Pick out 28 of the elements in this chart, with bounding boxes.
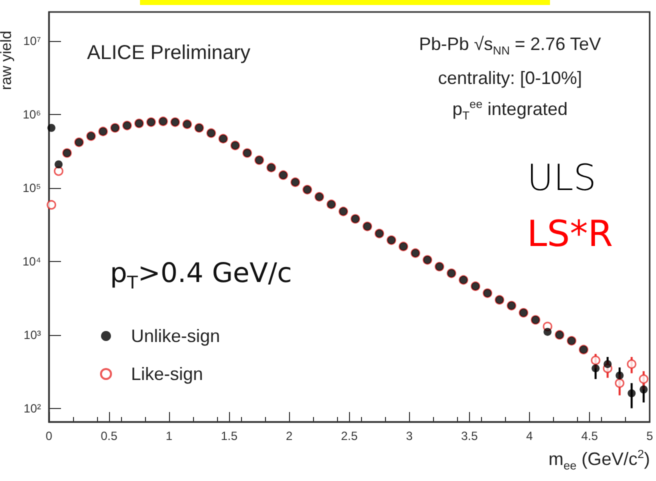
annotation: centrality: [0-10%] [436,68,584,89]
x-tick-label: 0 [46,429,53,443]
x-axis-title: m$_{ee}$ (GeV/c$^{2}$) [548,448,650,473]
y-axis-title: raw yield [0,30,15,90]
annotation: ALICE Preliminary [87,42,250,65]
y-tick-label: 10⁴ [22,254,41,268]
x-tick-label: 3 [406,429,414,443]
x-tick-label: 1.5 [220,429,238,443]
annotation: p$_{T}$$^{ee}$ integrated [451,98,569,123]
legend-label: Unlike-sign [131,326,220,346]
x-tick-label: 2.5 [340,429,358,443]
x-tick-label: 3.5 [461,429,478,443]
x-tick-label: 2 [286,429,293,443]
x-tick-label: 4.5 [581,429,598,443]
x-tick-label: 5 [646,429,654,443]
y-tick-label: 10³ [24,328,42,342]
annotation: p$_{T}$>0.4 GeV/c [110,258,292,294]
x-tick-label: 0.5 [100,429,118,443]
annotation: LS*R [527,214,613,255]
legend-label: Like-sign [131,364,204,384]
y-tick-label: 10⁵ [22,181,42,196]
y-tick-label: 10⁷ [23,34,41,48]
y-tick-label: 10⁶ [22,108,42,122]
annotation: ULS [527,158,596,199]
x-tick-label: 1 [166,429,173,443]
x-tick-label: 4 [526,429,534,443]
y-tick-label: 10² [24,401,42,416]
annotation: Pb-Pb √s$_{NN}$ = 2.76 TeV [418,34,602,58]
